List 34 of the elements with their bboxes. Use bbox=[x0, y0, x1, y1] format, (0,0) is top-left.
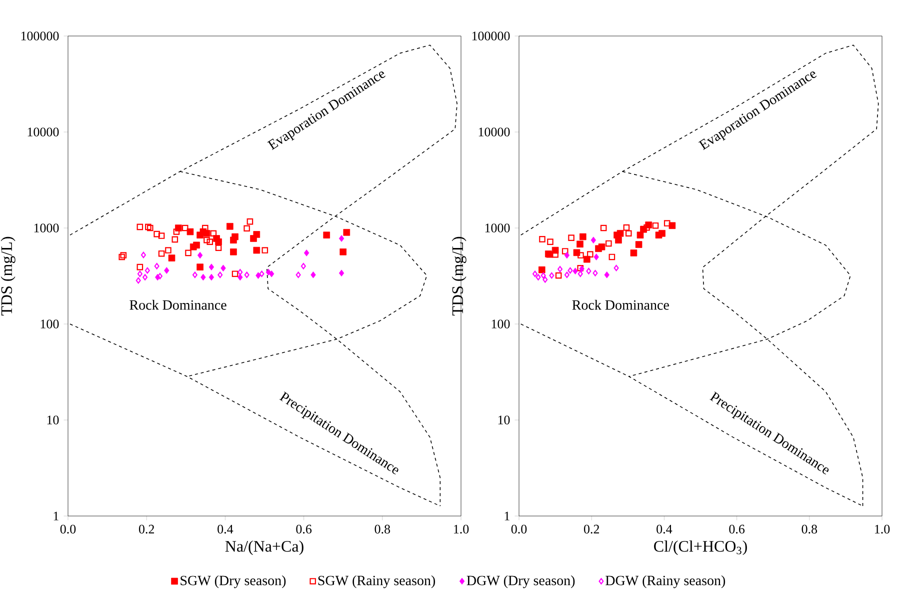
x-tick-label: 0.4 bbox=[656, 524, 672, 534]
x-tick-label: 0.8 bbox=[374, 524, 390, 534]
y-tick-label: 10000 bbox=[478, 128, 510, 136]
y-tick-label: 10000 bbox=[28, 128, 59, 136]
y-axis-title: TDS (mg/L) bbox=[452, 236, 466, 316]
annotation: Rock Dominance bbox=[130, 300, 226, 310]
x-axis-title: Cl/(Cl+HCO$_{3}$) bbox=[654, 540, 747, 555]
y-tick-label: 1 bbox=[504, 512, 510, 520]
x-tick-label: 0.2 bbox=[138, 524, 154, 534]
x-tick-label: 0.6 bbox=[729, 524, 745, 534]
x-tick-label: 0.4 bbox=[218, 524, 234, 534]
y-tick-label: 100 bbox=[40, 320, 59, 328]
x-tick-label: 0.0 bbox=[60, 524, 76, 534]
x-tick-label: 0.8 bbox=[802, 524, 818, 534]
y-tick-label: 100000 bbox=[472, 32, 510, 40]
legend-label: SGW (Dry season) bbox=[180, 575, 286, 588]
legend-label: DGW (Dry season) bbox=[466, 575, 575, 588]
y-tick-label: 1 bbox=[54, 512, 58, 520]
y-axis-title: TDS (mg/L) bbox=[0, 236, 16, 316]
y-tick-label: 100 bbox=[492, 320, 510, 328]
x-axis-title: Na/(Na+Ca) bbox=[225, 540, 304, 555]
x-tick-label: 0.2 bbox=[584, 524, 600, 534]
annotation: Rock Dominance bbox=[572, 300, 669, 310]
x-tick-label: 1.0 bbox=[454, 524, 469, 534]
legend-label: DGW (Rainy season) bbox=[606, 575, 726, 588]
y-tick-label: 1000 bbox=[485, 224, 510, 232]
y-tick-label: 1000 bbox=[34, 224, 59, 232]
y-tick-label: 10 bbox=[498, 416, 510, 424]
y-tick-label: 10 bbox=[47, 416, 59, 424]
legend-label: SGW (Rainy season) bbox=[318, 575, 436, 588]
x-tick-label: 1.0 bbox=[875, 524, 890, 534]
y-tick-label: 100000 bbox=[21, 32, 59, 40]
x-tick-label: 0.6 bbox=[296, 524, 312, 534]
x-tick-label: 0.0 bbox=[511, 524, 527, 534]
